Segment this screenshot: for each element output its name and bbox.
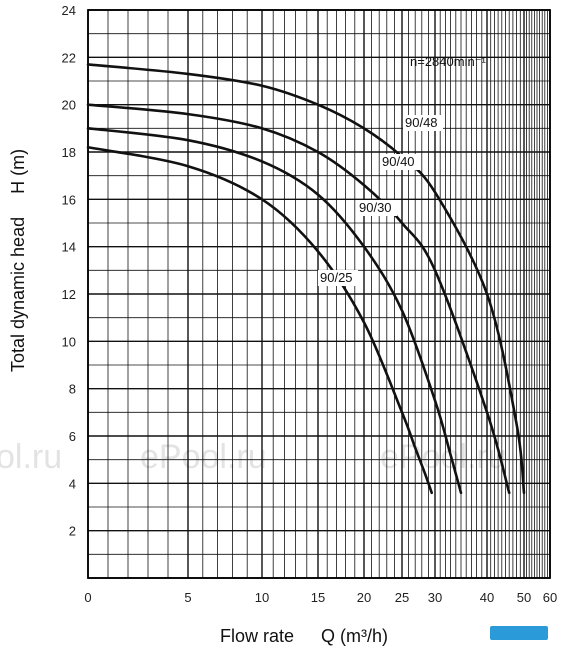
plot-frame [87,9,551,579]
x-tick-label: 20 [357,590,371,605]
watermark: ol.ru [0,438,62,476]
y-axis-title: Total dynamic head H (m) [8,149,28,372]
watermark: ePool.ru [140,438,267,476]
y-tick-label: 24 [62,3,76,18]
series-curve-90-25 [86,145,433,495]
x-tick-label: 50 [517,590,531,605]
x-tick-label: 25 [395,590,409,605]
series-label: 90/25 [320,270,353,285]
y-tick-label: 14 [62,240,76,255]
series-label-background [403,115,443,131]
y-tick-label: 12 [62,287,76,302]
series-label: 90/48 [405,115,438,130]
y-tick-label: 8 [69,382,76,397]
series-curves [86,63,526,495]
y-axis-title-quantity: H (m) [8,149,28,194]
series-curve-90-40 [86,103,511,495]
series-labels: 90/25 90/30 90/40 90/48 [318,115,443,286]
y-tick-label: 6 [69,429,76,444]
x-tick-label: 15 [311,590,325,605]
series-curve-90-48 [86,63,526,495]
series-curve-90-30 [86,127,463,495]
y-tick-label: 18 [62,145,76,160]
x-tick-label: 60 [543,590,557,605]
series-label-background [318,270,358,286]
watermark-layer: ol.ru ePool.ru ePool.ru [0,438,507,476]
y-tick-label: 2 [69,524,76,539]
y-tick-label: 16 [62,192,76,207]
x-axis-title: Flow rate Q (m³/h) [220,626,388,646]
y-tick-label: 22 [62,50,76,65]
x-tick-label: 0 [84,590,91,605]
y-axis-title-text: Total dynamic head [8,217,28,372]
grid [87,9,551,579]
y-tick-label: 4 [69,476,76,491]
x-tick-label: 30 [428,590,442,605]
x-axis-title-quantity: Q (m³/h) [321,626,388,646]
brand-logo [490,626,548,640]
x-tick-label: 5 [184,590,191,605]
x-axis-ticks: 0 5 10 15 20 25 30 40 50 60 [84,590,557,605]
series-label: 90/40 [382,154,415,169]
watermark: ePool.ru [380,438,507,476]
y-tick-label: 10 [62,334,76,349]
speed-annotation: n=2840min⁻¹ [410,54,487,69]
series-label-background [380,154,420,170]
plot-border [87,9,551,579]
x-tick-label: 10 [255,590,269,605]
x-axis-title-text: Flow rate [220,626,294,646]
series-label: 90/30 [359,200,392,215]
series-label-background [357,200,397,216]
y-tick-label: 20 [62,98,76,113]
x-tick-label: 40 [480,590,494,605]
